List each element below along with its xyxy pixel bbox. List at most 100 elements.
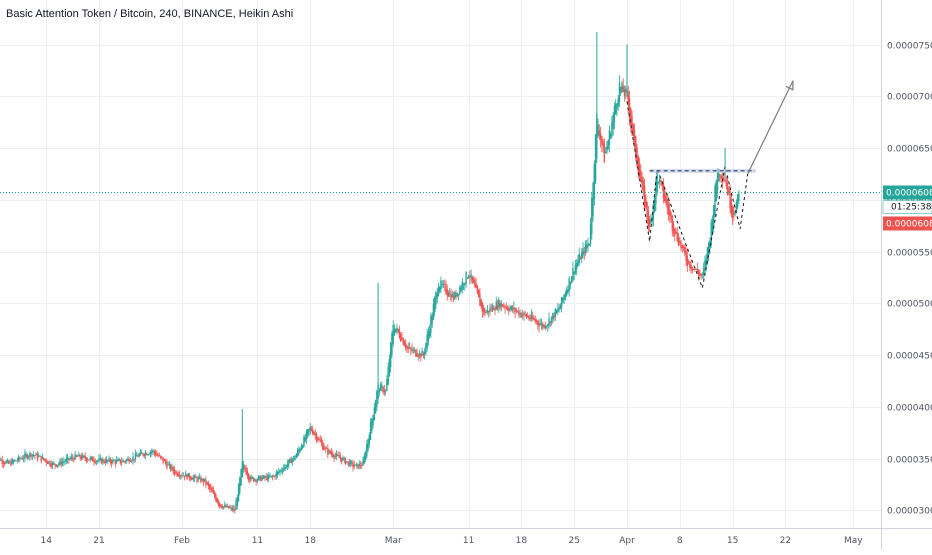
candle-body — [707, 247, 708, 262]
candle-body — [282, 471, 283, 472]
candle-body — [303, 436, 304, 446]
candle-body — [385, 390, 386, 391]
candle-body — [218, 500, 219, 505]
candle-body — [173, 467, 174, 471]
candle-body — [165, 460, 166, 463]
candle-body — [526, 314, 527, 317]
candle-body — [71, 457, 72, 459]
candle-body — [659, 179, 660, 182]
candle-body — [213, 490, 214, 493]
candle-body — [528, 316, 529, 319]
candle-body — [680, 242, 681, 248]
candle-body — [727, 183, 728, 195]
y-tick-label: 0.00004500 — [887, 352, 932, 362]
candle-body — [654, 197, 655, 212]
candle-body — [325, 448, 326, 449]
candle-body — [116, 460, 117, 462]
candle-body — [684, 247, 685, 253]
candle-body — [333, 455, 334, 458]
candle-body — [56, 465, 57, 467]
candle-body — [322, 442, 323, 450]
candle-body — [7, 460, 8, 462]
candle-body — [13, 461, 14, 462]
candle-body — [392, 325, 393, 344]
candle-body — [423, 353, 424, 355]
candle-body — [688, 261, 689, 263]
candle-body — [370, 422, 371, 440]
candle-body — [360, 465, 361, 466]
candle-body — [288, 460, 289, 466]
candle-body — [343, 458, 344, 459]
candle-body — [509, 308, 510, 310]
candle-body — [330, 451, 331, 454]
candle-body — [669, 209, 670, 216]
candle-body — [506, 307, 507, 308]
candle-body — [550, 322, 551, 323]
candle-body — [112, 460, 113, 463]
candle-body — [238, 484, 239, 501]
candle-body — [49, 462, 50, 465]
candle-body — [67, 457, 68, 460]
candle-body — [465, 272, 466, 284]
x-tick-label: 11 — [252, 536, 263, 546]
candle-body — [103, 460, 104, 462]
candle-body — [195, 477, 196, 478]
candle-body — [609, 130, 610, 145]
candle-body — [248, 474, 249, 480]
candle-body — [312, 429, 313, 434]
candle-body — [225, 506, 226, 507]
y-tick-label: 0.00003500 — [887, 456, 932, 466]
candle-body — [587, 243, 588, 247]
candle-body — [487, 310, 488, 313]
candle-body — [242, 462, 243, 477]
candle-body — [144, 454, 145, 456]
candle-body — [496, 302, 497, 310]
candle-body — [489, 308, 490, 312]
candle-body — [232, 508, 233, 511]
candle-body — [714, 186, 715, 215]
candle-body — [557, 308, 558, 311]
candle-body — [72, 458, 73, 459]
candle-body — [683, 247, 684, 248]
candle-body — [491, 310, 492, 311]
candle-body — [537, 321, 538, 325]
grid-lines — [0, 0, 881, 528]
candle-body — [97, 461, 98, 462]
candle-body — [674, 228, 675, 235]
candle-body — [208, 483, 209, 486]
candle-body — [289, 458, 290, 462]
candle-body — [546, 326, 547, 327]
candle-body — [606, 146, 607, 152]
candle-body — [12, 460, 13, 464]
candle-body — [283, 468, 284, 471]
candle-body — [123, 461, 124, 462]
candle-body — [416, 353, 417, 357]
candle-body — [91, 457, 92, 459]
candle-body — [311, 428, 312, 430]
candle-body — [462, 282, 463, 289]
candle-body — [421, 351, 422, 356]
candle-body — [239, 478, 240, 493]
candle-body — [127, 458, 128, 460]
candle-body — [206, 482, 207, 484]
candle-body — [424, 352, 425, 355]
candle-body — [614, 106, 615, 122]
candle-body — [415, 350, 416, 356]
candle-body — [517, 311, 518, 312]
x-tick-label: 18 — [516, 536, 528, 546]
candle-body — [318, 439, 319, 440]
candle-body — [247, 471, 248, 476]
candle-body — [430, 316, 431, 333]
candle-body — [69, 459, 70, 460]
candle-body — [499, 303, 500, 308]
candle-body — [196, 477, 197, 481]
candle-body — [194, 476, 195, 479]
candle-body — [591, 198, 592, 234]
candle-body — [675, 232, 676, 233]
candle-body — [611, 122, 612, 135]
candle-body — [514, 308, 515, 312]
candle-body — [179, 475, 180, 477]
candle-body — [41, 456, 42, 461]
candle-body — [387, 367, 388, 385]
candle-body — [398, 329, 399, 332]
